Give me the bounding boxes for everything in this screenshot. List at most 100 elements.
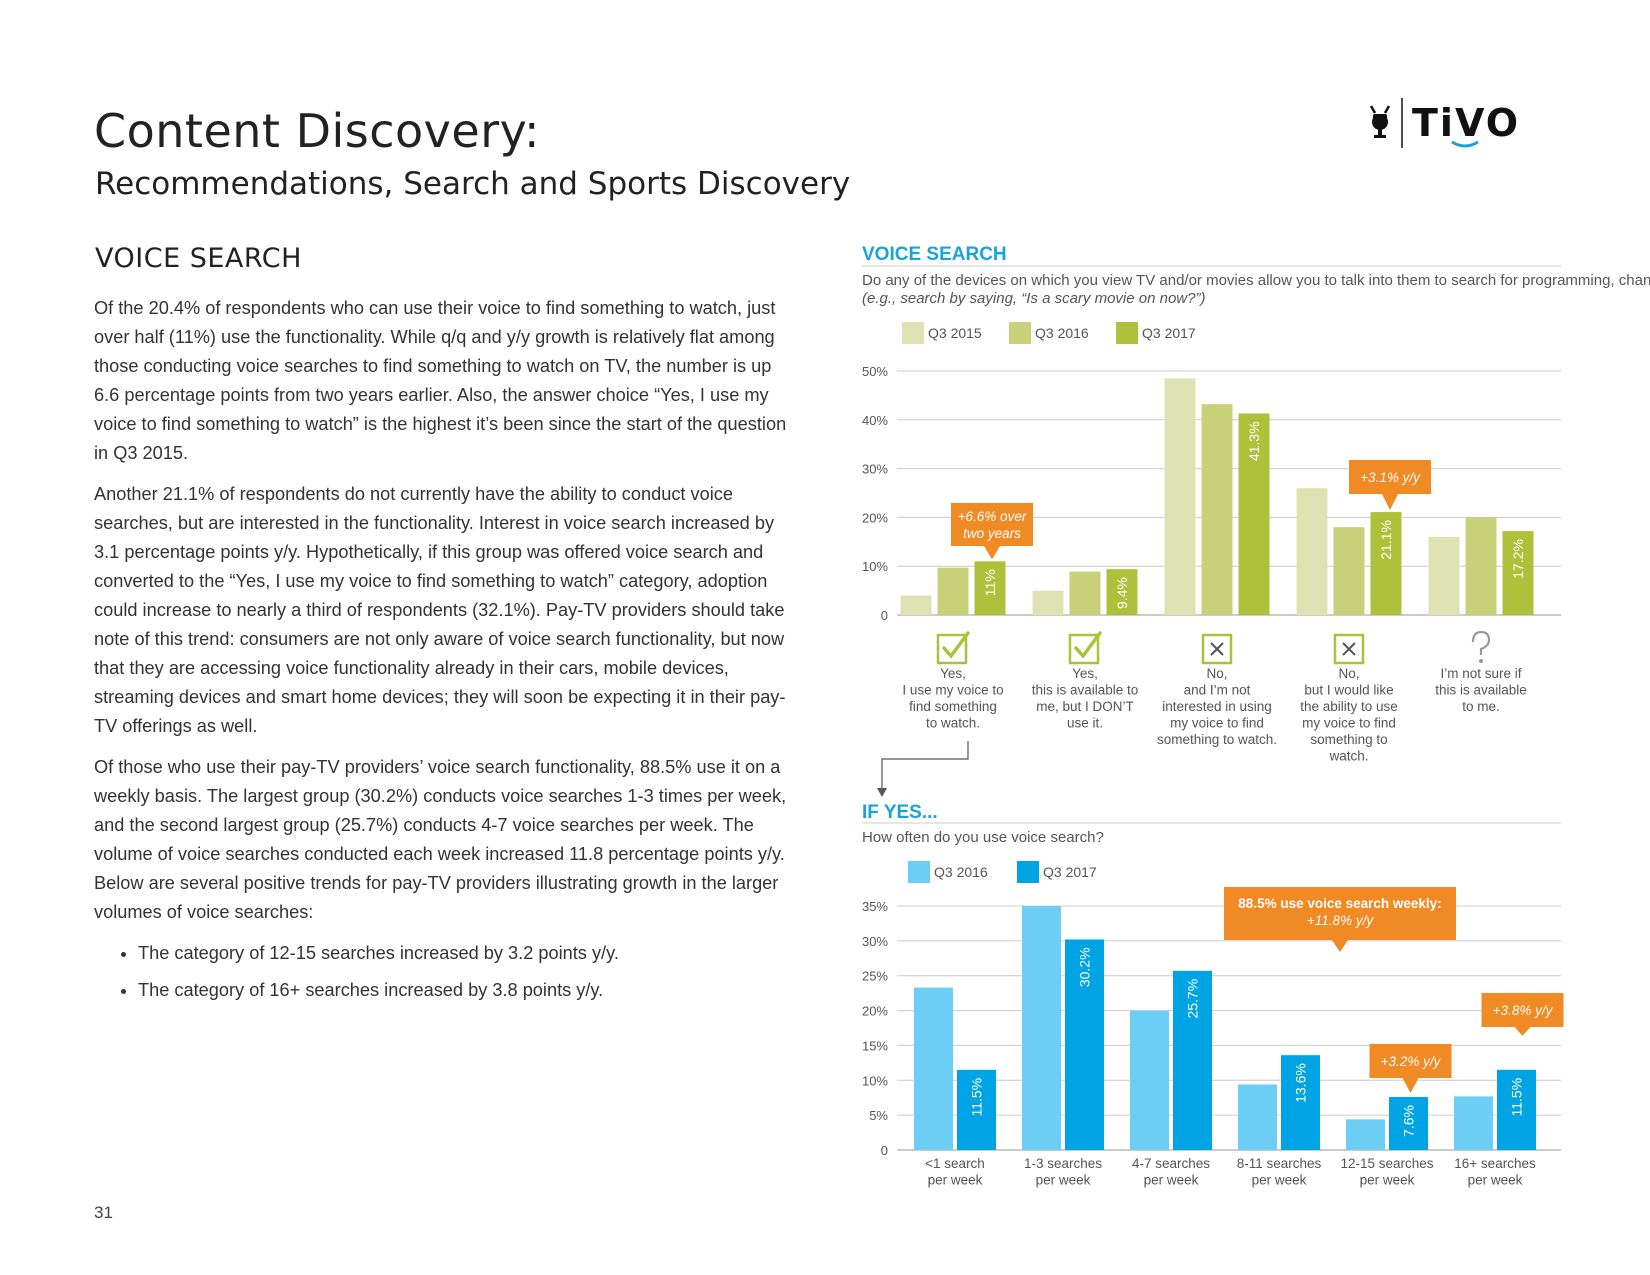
category-label: per week: [1252, 1173, 1307, 1188]
bar: [1106, 569, 1138, 615]
category-label: but I would like: [1304, 683, 1393, 698]
bar-value-label: 11.5%: [1509, 1078, 1525, 1117]
y-tick-label: 15%: [862, 1038, 888, 1053]
bar: [1238, 1084, 1277, 1150]
y-tick-label: 25%: [862, 969, 888, 984]
logo-smile-icon: [1451, 140, 1479, 148]
bar-value-label: 11%: [982, 569, 998, 596]
legend-label: Q3 2016: [1035, 325, 1089, 341]
legend-label: Q3 2017: [1142, 325, 1196, 341]
category-label: 16+ searches: [1454, 1156, 1536, 1171]
bar: [1389, 1097, 1428, 1150]
category-label: per week: [1468, 1173, 1523, 1188]
legend-swatch: [1017, 861, 1039, 883]
paragraph-2: Another 21.1% of respondents do not curr…: [94, 484, 786, 736]
y-tick-label: 50%: [862, 364, 888, 379]
bar-value-label: 13.6%: [1293, 1063, 1309, 1103]
category-label: No,: [1338, 666, 1359, 681]
callout: +6.6% over two years: [951, 503, 1033, 560]
legend-label: Q3 2017: [1043, 864, 1097, 880]
category-label: my voice to find: [1302, 716, 1396, 731]
bar-value-label: 21.1%: [1378, 520, 1394, 560]
bar: [1370, 512, 1402, 615]
legend-swatch: [908, 861, 930, 883]
paragraph-3: Of those who use their pay-TV providers’…: [94, 757, 787, 922]
callout: +3.2% y/y: [1369, 1044, 1452, 1094]
callout-text: +3.2% y/y: [1381, 1054, 1442, 1069]
chart2-question: How often do you use voice search?: [862, 829, 1104, 846]
tivo-logo: TiVO: [1360, 96, 1560, 154]
bar-value-label: 25.7%: [1185, 979, 1201, 1019]
bar-value-label: 7.6%: [1401, 1105, 1417, 1137]
callout: 88.5% use voice search weekly: +11.8% y/y: [1224, 887, 1456, 952]
category-label: per week: [1144, 1173, 1199, 1188]
bar: [1201, 404, 1233, 615]
legend-swatch: [1116, 322, 1138, 344]
category-label: something to: [1310, 732, 1387, 747]
chart2-title: IF YES...: [862, 802, 938, 823]
category-label: use it.: [1067, 716, 1103, 731]
chart1-voice-availability: Q3 2015 Q3 2016 Q3 2017 0 10% 20% 30% 40% 50% 11%…: [862, 322, 1561, 764]
bar-value-label: 41.3%: [1246, 421, 1262, 461]
bar: [957, 1069, 996, 1150]
callout-text: 88.5% use voice search weekly:: [1238, 896, 1441, 911]
check-icon: [936, 631, 970, 665]
category-label: I’m not sure if: [1440, 666, 1521, 681]
bar: [900, 595, 932, 615]
bar: [1173, 970, 1212, 1150]
category-label: I use my voice to: [902, 683, 1003, 698]
bar: [1497, 1069, 1536, 1150]
bar: [1346, 1119, 1385, 1150]
chart1-question: Do any of the devices on which you view …: [862, 272, 1650, 289]
callout: +3.1% y/y: [1349, 460, 1431, 511]
bar: [1130, 1010, 1169, 1150]
category-label: this is available: [1435, 683, 1527, 698]
section-heading: VOICE SEARCH: [95, 243, 302, 274]
bar-value-label: 17.2%: [1510, 539, 1526, 579]
y-tick-label: 20%: [862, 510, 888, 525]
page-title: Content Discovery:: [94, 104, 540, 158]
bar: [1065, 939, 1104, 1150]
bar-value-label: 30.2%: [1077, 947, 1093, 987]
bar: [1333, 527, 1365, 615]
bar: [1296, 488, 1328, 615]
category-label: Yes,: [1072, 666, 1098, 681]
bar: [1502, 531, 1534, 615]
category-label: <1 search: [925, 1156, 985, 1171]
legend-swatch: [1009, 322, 1031, 344]
y-tick-label: 40%: [862, 413, 888, 428]
category-label: and I’m not: [1184, 683, 1251, 698]
callout-text: two years: [963, 526, 1021, 541]
bar: [1022, 906, 1061, 1150]
question-icon: [1471, 630, 1491, 663]
bar: [1164, 378, 1196, 615]
y-tick-label: 5%: [869, 1108, 888, 1123]
page-number: 31: [94, 1203, 113, 1222]
y-tick-label: 10%: [862, 559, 888, 574]
legend-label: Q3 2016: [934, 864, 988, 880]
category-label: me, but I DON’T: [1036, 699, 1134, 714]
category-label: 12-15 searches: [1340, 1156, 1433, 1171]
category-label: to watch.: [926, 716, 980, 731]
y-tick-label: 20%: [862, 1004, 888, 1019]
legend-swatch: [902, 322, 924, 344]
y-tick-label: 30%: [862, 462, 888, 477]
y-tick-label: 0: [881, 608, 888, 623]
bar: [1032, 590, 1064, 615]
category-label: find something: [909, 699, 997, 714]
bullet-list: The category of 12-15 searches increased…: [94, 939, 794, 1005]
category-label: Yes,: [940, 666, 966, 681]
page-subtitle: Recommendations, Search and Sports Disco…: [95, 166, 851, 202]
bar: [1454, 1096, 1493, 1150]
y-tick-label: 30%: [862, 934, 888, 949]
category-label: No,: [1206, 666, 1227, 681]
category-label: per week: [1360, 1173, 1415, 1188]
connector-arrow-icon: [877, 788, 887, 797]
paragraph-1: Of the 20.4% of respondents who can use …: [94, 298, 787, 463]
y-tick-label: 35%: [862, 899, 888, 914]
category-label: watch.: [1328, 749, 1368, 764]
connector-line: [881, 741, 969, 790]
callout-text: +3.8% y/y: [1493, 1003, 1554, 1018]
callout-text: +11.8% y/y: [1307, 913, 1374, 928]
category-label: 4-7 searches: [1132, 1156, 1210, 1171]
